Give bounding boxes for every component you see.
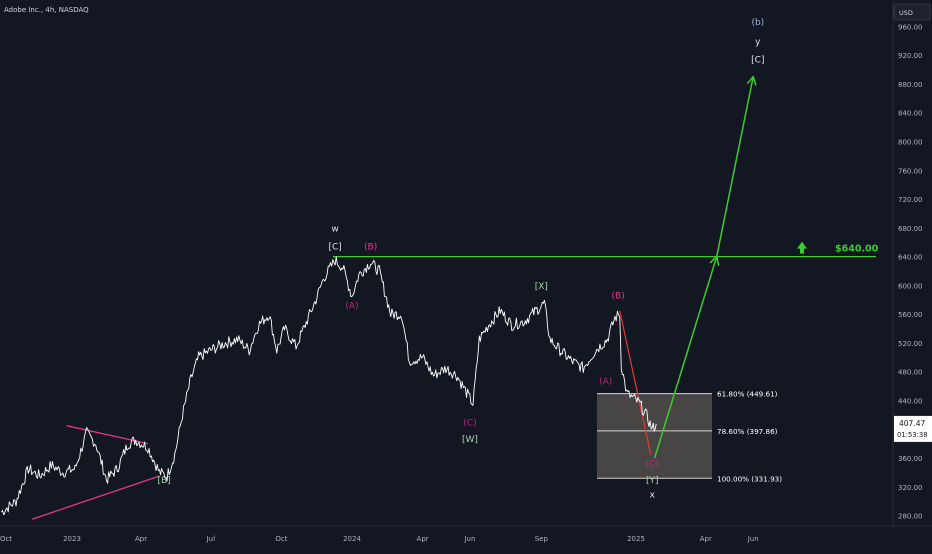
- wave-label: (C): [463, 419, 476, 429]
- wave-labels: [B] w [C] (B) (A) (C) [W] [X] (B) (A) (C) [Y] x (b) y […: [157, 18, 764, 501]
- x-tick-label: Oct: [275, 535, 287, 543]
- target-price-label: $640.00: [835, 244, 879, 255]
- up-arrow-icon: [797, 241, 807, 254]
- wave-label: [W]: [462, 435, 478, 445]
- y-tick-label: 280.00: [898, 513, 923, 521]
- y-tick-label: 600.00: [898, 282, 923, 290]
- y-tick-label: 520.00: [898, 340, 923, 348]
- y-tick-label: 880.00: [898, 81, 923, 89]
- current-price-box: [894, 415, 932, 442]
- wave-label: w: [331, 224, 338, 234]
- x-tick-label: Jun: [747, 535, 759, 543]
- currency-label: USD: [899, 9, 913, 17]
- fib-level-label: 78.60% (397.86): [717, 427, 778, 436]
- x-tick-label: Oct: [0, 535, 12, 543]
- fib-level-label: 100.00% (331.93): [717, 474, 782, 483]
- y-tick-label: 320.00: [898, 484, 923, 492]
- y-axis[interactable]: 960.00 920.00 880.00 840.00 800.00 760.00 720.…: [898, 23, 923, 520]
- wave-label: [C]: [751, 55, 764, 65]
- annotation-lines: $640.00: [31, 75, 879, 520]
- current-price-value: 407.47: [899, 419, 925, 428]
- x-axis[interactable]: Oct 2023 Apr Jul Oct 2024 Apr Jun Sep 2025 Apr Jun: [0, 535, 759, 543]
- wave-label: (A): [599, 377, 612, 387]
- y-tick-label: 480.00: [898, 369, 923, 377]
- chart-title: Adobe Inc., 4h, NASDAQ: [4, 6, 89, 14]
- y-tick-label: 800.00: [898, 139, 923, 147]
- fib-level-label: 61.80% (449.61): [717, 390, 778, 399]
- y-tick-label: 640.00: [898, 254, 923, 262]
- wave-label: y: [755, 37, 761, 47]
- fib-zone-group: 61.80% (449.61) 78.60% (397.86) 100.00% (3…: [597, 390, 782, 483]
- y-tick-label: 360.00: [898, 455, 923, 463]
- wave-label: [Y]: [646, 476, 659, 486]
- price-series-group: [1, 256, 657, 516]
- wave-label: (A): [345, 301, 358, 311]
- wave-label: x: [650, 491, 656, 501]
- wave-label: (b): [751, 18, 764, 28]
- x-tick-label: Apr: [417, 535, 429, 543]
- y-tick-label: 680.00: [898, 225, 923, 233]
- x-tick-label: Sep: [535, 535, 549, 543]
- wave-label: [X]: [535, 282, 548, 292]
- projection-arrowhead-mid: [709, 255, 720, 266]
- x-tick-label: 2024: [343, 535, 361, 543]
- currency-badge[interactable]: [893, 3, 931, 21]
- y-tick-label: 560.00: [898, 311, 923, 319]
- y-tick-label: 960.00: [898, 23, 923, 31]
- triangle-lower-line[interactable]: [31, 475, 160, 520]
- price-line[interactable]: [1, 256, 657, 516]
- y-tick-label: 720.00: [898, 196, 923, 204]
- bar-countdown: 01:53:38: [897, 431, 928, 439]
- y-tick-label: 920.00: [898, 52, 923, 60]
- x-tick-label: 2025: [627, 535, 645, 543]
- x-tick-label: Apr: [135, 535, 147, 543]
- y-tick-label: 440.00: [898, 398, 923, 406]
- x-tick-label: Jul: [206, 535, 216, 543]
- wave-label: (B): [612, 291, 625, 301]
- current-price-tag: 407.47 01:53:38: [894, 415, 932, 442]
- y-tick-label: 840.00: [898, 110, 923, 118]
- wave-label: [B]: [157, 476, 170, 486]
- decline-line[interactable]: [619, 310, 652, 455]
- y-tick-label: 760.00: [898, 167, 923, 175]
- x-tick-label: Jun: [463, 535, 475, 543]
- wave-label: (B): [364, 242, 377, 252]
- wave-label: (C): [646, 460, 659, 470]
- x-tick-label: 2023: [63, 535, 81, 543]
- projection-arrowhead-end: [746, 75, 757, 86]
- x-tick-label: Apr: [700, 535, 712, 543]
- fib-retracement-zone: [597, 393, 712, 479]
- wave-label: [C]: [328, 242, 341, 252]
